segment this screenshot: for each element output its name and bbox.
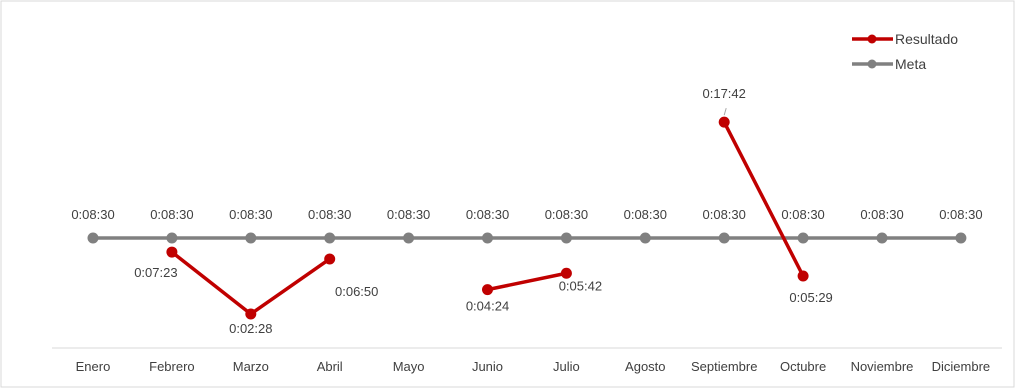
- legend-item-meta: Meta: [852, 56, 926, 72]
- data-label-resultado: 0:06:50: [335, 284, 378, 299]
- point-resultado: [324, 253, 336, 265]
- point-meta: [955, 232, 967, 244]
- data-label-resultado: 0:04:24: [466, 299, 509, 314]
- x-axis-tick-labels: Enero Febrero Marzo Abril Mayo Junio Julio Agos…: [76, 359, 991, 374]
- point-meta: [718, 232, 730, 244]
- data-label-meta: 0:08:30: [229, 207, 272, 222]
- x-tick-label: Diciembre: [932, 359, 991, 374]
- data-label-meta: 0:08:30: [466, 207, 509, 222]
- point-meta: [87, 232, 99, 244]
- data-label-resultado: 0:05:42: [559, 278, 602, 293]
- x-tick-label: Septiembre: [691, 359, 757, 374]
- legend-label-meta: Meta: [895, 56, 926, 72]
- x-tick-label: Agosto: [625, 359, 665, 374]
- point-resultado: [482, 284, 493, 296]
- x-tick-label: Julio: [553, 359, 580, 374]
- data-label-resultado: 0:05:29: [789, 290, 832, 305]
- data-label-meta: 0:08:30: [703, 207, 746, 222]
- data-label-resultado: 0:07:23: [134, 265, 177, 280]
- legend-item-resultado: Resultado: [852, 31, 958, 47]
- data-label-meta: 0:08:30: [860, 207, 903, 222]
- series-segment-resultado: [722, 120, 805, 278]
- x-tick-label: Febrero: [149, 359, 195, 374]
- point-meta: [324, 232, 336, 244]
- legend-marker-resultado: [867, 34, 877, 44]
- x-tick-label: Junio: [472, 359, 503, 374]
- series-lines: [93, 120, 961, 316]
- data-label-meta: 0:08:30: [387, 207, 430, 222]
- data-label-meta: 0:08:30: [624, 207, 667, 222]
- data-label-resultado: 0:17:42: [703, 86, 746, 101]
- data-labels: 0:08:30 0:08:30 0:08:30 0:08:30 0:08:30 0:08:…: [71, 86, 982, 336]
- x-tick-label: Enero: [76, 359, 111, 374]
- data-label-meta: 0:08:30: [545, 207, 588, 222]
- point-resultado: [797, 270, 809, 282]
- data-label-meta: 0:08:30: [939, 207, 982, 222]
- data-label-resultado: 0:02:28: [229, 321, 272, 336]
- series-segment-resultado: [485, 271, 569, 292]
- point-resultado: [718, 116, 730, 128]
- x-tick-label: Noviembre: [851, 359, 914, 374]
- x-tick-label: Octubre: [780, 359, 826, 374]
- legend-label-resultado: Resultado: [895, 31, 958, 47]
- series-points: [87, 116, 967, 320]
- point-resultado: [166, 246, 178, 258]
- point-meta: [797, 232, 809, 244]
- data-label-meta: 0:08:30: [150, 207, 193, 222]
- data-label-meta: 0:08:30: [71, 207, 114, 222]
- point-meta: [403, 232, 415, 244]
- data-label-leader: [723, 107, 727, 116]
- point-resultado: [245, 308, 257, 320]
- series-segment-resultado: [170, 250, 253, 316]
- legend: Resultado Meta: [852, 31, 958, 72]
- data-label-meta: 0:08:30: [781, 207, 824, 222]
- point-resultado: [560, 267, 572, 279]
- data-label-meta: 0:08:30: [308, 207, 351, 222]
- x-tick-label: Abril: [317, 359, 343, 374]
- x-tick-label: Mayo: [393, 359, 425, 374]
- point-meta: [560, 232, 572, 244]
- x-tick-label: Marzo: [233, 359, 269, 374]
- point-meta: [245, 232, 257, 244]
- series-segment-resultado: [249, 257, 332, 316]
- point-meta: [166, 232, 178, 244]
- point-meta: [876, 232, 888, 244]
- legend-marker-meta: [867, 59, 877, 69]
- point-meta: [482, 232, 493, 244]
- point-meta: [639, 232, 651, 244]
